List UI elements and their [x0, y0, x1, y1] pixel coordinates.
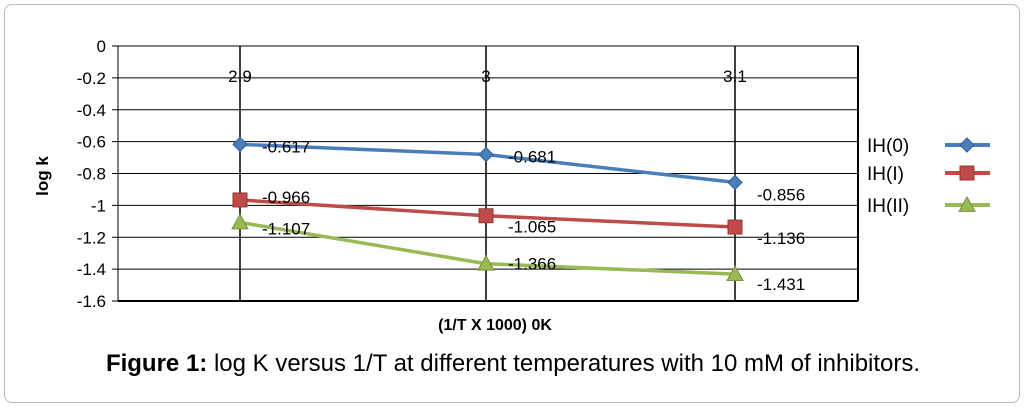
y-tick-label: -0.4: [77, 101, 106, 120]
y-axis-label: log k: [33, 156, 52, 196]
y-tick-label: -1.4: [77, 260, 106, 279]
caption-text: log K versus 1/T at different temperatur…: [207, 350, 921, 377]
data-point: [478, 208, 494, 224]
y-tick-label: -0.8: [77, 165, 106, 184]
y-tick-label: -1: [91, 196, 106, 215]
data-label: -1.136: [757, 229, 805, 248]
x-axis-label: (1/T X 1000) 0K: [438, 317, 552, 334]
legend-marker: [959, 137, 975, 153]
y-tick-label: 0: [97, 37, 106, 56]
series-lines: [231, 136, 744, 281]
data-label: -0.617: [262, 137, 310, 156]
legend-marker: [958, 195, 976, 212]
legend-label: IH(I): [867, 164, 904, 185]
axes: 0 -0.2 -0.4 -0.6 -0.8 -1 -1.2 -1.4 -1.6 2.9 3 3.1: [77, 37, 859, 311]
data-point: [232, 192, 248, 208]
data-label: -0.856: [757, 185, 805, 204]
x-tick-label: 2.9: [228, 67, 252, 86]
y-tick-label: -1.2: [77, 228, 106, 247]
data-point: [726, 265, 744, 281]
legend-label: IH(II): [867, 196, 909, 217]
legend: IH(0) IH(I) IH(II): [867, 136, 990, 217]
data-label: -1.065: [508, 218, 556, 237]
data-label: -0.681: [508, 148, 556, 167]
y-tick-label: -0.6: [77, 133, 106, 152]
legend-label: IH(0): [867, 136, 909, 157]
line-chart: 0 -0.2 -0.4 -0.6 -0.8 -1 -1.2 -1.4 -1.6 2.9 3 3.1 -…: [33, 37, 990, 334]
caption-label: Figure 1:: [105, 350, 208, 377]
y-tick-label: -0.2: [77, 69, 106, 88]
data-label: -1.107: [262, 219, 310, 238]
x-tick-label: 3.1: [723, 67, 747, 86]
data-point: [232, 136, 248, 153]
data-label: -1.431: [757, 275, 805, 294]
data-labels: -0.617 -0.681 -0.856 -0.966 -1.065 -1.136 -1.1…: [262, 137, 805, 294]
data-point: [478, 146, 494, 163]
chart-frame: [4, 4, 1020, 403]
data-point: [231, 213, 249, 230]
data-point: [727, 174, 743, 191]
data-label: -1.366: [508, 255, 556, 274]
x-tick-label: 3: [481, 67, 490, 86]
legend-marker: [959, 165, 975, 181]
data-label: -0.966: [262, 188, 310, 207]
figure-caption: Figure 1: log K versus 1/T at different …: [0, 350, 1026, 378]
data-point: [727, 219, 743, 235]
y-tick-label: -1.6: [77, 292, 106, 311]
data-point: [477, 254, 495, 271]
